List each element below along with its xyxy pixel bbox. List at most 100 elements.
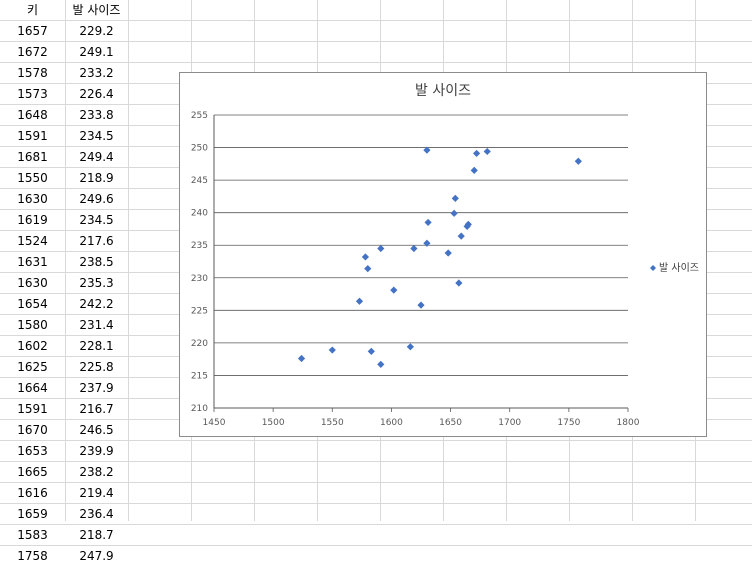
cell-height[interactable]: 1648 (17, 108, 48, 122)
cell-foot-size[interactable]: 239.9 (79, 444, 114, 458)
data-point (483, 147, 491, 156)
cell-foot-size[interactable]: 233.8 (79, 108, 114, 122)
cell-height[interactable]: 1616 (17, 486, 48, 500)
cell-foot-size[interactable]: 236.4 (79, 507, 114, 521)
legend-label: 발 사이즈 (659, 262, 699, 274)
row-gridline (0, 41, 752, 42)
cell-foot-size[interactable]: 225.8 (79, 360, 114, 374)
cell-height[interactable]: 1580 (17, 318, 48, 332)
data-point (472, 149, 481, 158)
axes (213, 115, 629, 412)
cell-height[interactable]: 1664 (17, 381, 48, 395)
tick-labels: 210 215 220 225 230 235 240 245 250 255 1450 1500 15… (191, 111, 640, 428)
cell-height[interactable]: 1665 (17, 465, 48, 479)
cell-foot-size[interactable]: 249.4 (79, 150, 114, 164)
column-gridline (65, 0, 66, 521)
cell-foot-size[interactable]: 242.2 (79, 297, 114, 311)
x-tick-label: 1800 (617, 418, 640, 428)
cell-height[interactable]: 1630 (17, 276, 48, 290)
cell-height[interactable]: 1591 (17, 402, 48, 416)
legend-marker-icon (650, 265, 656, 271)
chart-title: 발 사이즈 (415, 83, 471, 99)
cell-height[interactable]: 1653 (17, 444, 48, 458)
cell-foot-size[interactable]: 218.9 (79, 171, 114, 185)
cell-height[interactable]: 1631 (17, 255, 48, 269)
cell-foot-size[interactable]: 226.4 (79, 87, 114, 101)
y-tick-label: 220 (191, 339, 208, 349)
cell-foot-size[interactable]: 231.4 (79, 318, 114, 332)
data-point (451, 194, 459, 202)
cell-height[interactable]: 1625 (17, 360, 48, 374)
data-point (355, 297, 364, 305)
y-tick-label: 245 (191, 176, 208, 186)
cell-height[interactable]: 1630 (17, 192, 48, 206)
scatter-chart[interactable]: 발 사이즈 210 215 220 225 230 235 240 245 250 255 1450… (179, 72, 707, 437)
row-gridline (0, 20, 752, 21)
x-tick-label: 1750 (557, 418, 580, 428)
data-point (450, 209, 458, 217)
y-tick-label: 215 (191, 371, 208, 381)
cell-height[interactable]: 1578 (17, 66, 48, 80)
cell-foot-size[interactable]: 246.5 (79, 423, 114, 437)
data-point (377, 244, 385, 253)
cell-height[interactable]: 1654 (17, 297, 48, 311)
cell-foot-size[interactable]: 235.3 (79, 276, 114, 290)
data-point (423, 239, 431, 247)
cell-foot-size[interactable]: 249.6 (79, 192, 114, 206)
cell-height[interactable]: 1758 (17, 549, 48, 563)
data-point (364, 265, 372, 273)
data-point (455, 279, 463, 287)
cell-height[interactable]: 1591 (17, 129, 48, 143)
cell-foot-size[interactable]: 233.2 (79, 66, 114, 80)
data-point (464, 220, 472, 228)
row-gridline (0, 503, 752, 504)
cell-foot-size[interactable]: 247.9 (79, 549, 114, 563)
cell-height[interactable]: 1672 (17, 45, 48, 59)
cell-foot-size[interactable]: 229.2 (79, 24, 114, 38)
cell-foot-size[interactable]: 217.6 (79, 234, 114, 248)
cell-foot-size[interactable]: 234.5 (79, 213, 114, 227)
cell-height[interactable]: 1583 (17, 528, 48, 542)
cell-foot-size[interactable]: 228.1 (79, 339, 114, 353)
cell-height[interactable]: 1524 (17, 234, 48, 248)
cell-foot-size[interactable]: 218.7 (79, 528, 114, 542)
cell-height[interactable]: 1619 (17, 213, 48, 227)
y-tick-label: 250 (191, 144, 208, 154)
x-tick-label: 1500 (262, 418, 285, 428)
cell-height[interactable]: 1550 (17, 171, 48, 185)
y-tick-label: 230 (191, 274, 208, 284)
cell-height[interactable]: 1659 (17, 507, 48, 521)
data-point (390, 286, 398, 294)
x-tick-label: 1650 (439, 418, 462, 428)
data-point (470, 166, 478, 174)
x-tick-label: 1550 (321, 418, 344, 428)
y-tick-label: 225 (191, 306, 208, 316)
cell-foot-size[interactable]: 216.7 (79, 402, 114, 416)
x-tick-label: 1700 (498, 418, 521, 428)
data-point (417, 301, 425, 309)
row-gridline (0, 62, 752, 63)
cell-height[interactable]: 1681 (17, 150, 48, 164)
data-point (410, 244, 418, 253)
cell-height[interactable]: 1670 (17, 423, 48, 437)
data-point (361, 253, 370, 261)
cell-foot-size[interactable]: 234.5 (79, 129, 114, 143)
gridlines (214, 114, 628, 376)
row-gridline (0, 440, 752, 441)
cell-height[interactable]: 1573 (17, 87, 48, 101)
row-gridline (0, 545, 752, 546)
cell-foot-size[interactable]: 249.1 (79, 45, 114, 59)
y-tick-label: 210 (191, 404, 208, 414)
legend: 발 사이즈 (650, 262, 699, 274)
cell-foot-size[interactable]: 238.5 (79, 255, 114, 269)
x-tick-label: 1600 (380, 418, 403, 428)
cell-foot-size[interactable]: 238.2 (79, 465, 114, 479)
column-header-foot-size[interactable]: 발 사이즈 (72, 3, 121, 17)
cell-foot-size[interactable]: 237.9 (79, 381, 114, 395)
column-header-height[interactable]: 키 (26, 3, 39, 17)
data-point (574, 157, 582, 165)
cell-height[interactable]: 1657 (17, 24, 48, 38)
data-point (367, 347, 375, 355)
cell-height[interactable]: 1602 (17, 339, 48, 353)
cell-foot-size[interactable]: 219.4 (79, 486, 114, 500)
